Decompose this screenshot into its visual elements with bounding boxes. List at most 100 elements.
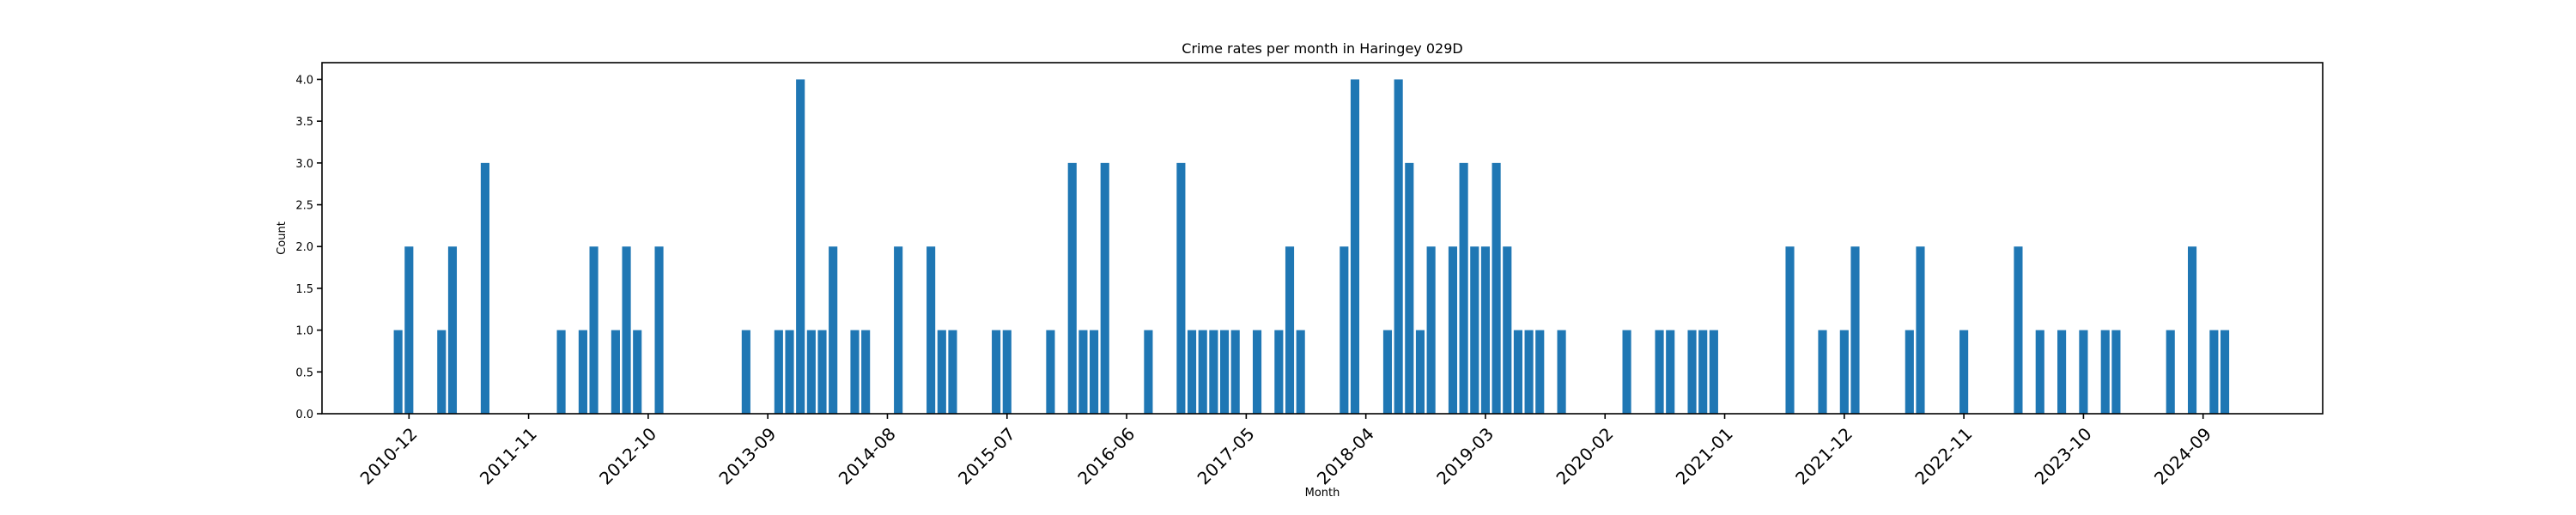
bar-2017-06 bbox=[1252, 330, 1262, 414]
bar-2019-03 bbox=[1480, 246, 1491, 414]
bar-2019-07 bbox=[1524, 330, 1534, 414]
bar-2016-11 bbox=[1176, 162, 1186, 415]
bar-2023-12 bbox=[2100, 330, 2110, 414]
bar-2024-08 bbox=[2187, 246, 2197, 414]
x-tick-label: 2015-07 bbox=[954, 423, 1019, 488]
y-tick-label: 3.5 bbox=[295, 116, 313, 129]
bar-2020-07 bbox=[1655, 330, 1664, 414]
bar-2021-07 bbox=[1785, 246, 1795, 414]
bar-2018-10 bbox=[1426, 246, 1436, 414]
y-axis-label: Count bbox=[276, 221, 289, 255]
bar-2012-09 bbox=[633, 330, 642, 414]
bar-2015-07 bbox=[1002, 330, 1012, 414]
bar-2019-05 bbox=[1503, 246, 1512, 414]
chart-title: Crime rates per month in Haringey 029D bbox=[1182, 40, 1462, 57]
bar-2021-10 bbox=[1818, 330, 1827, 414]
x-tick-label: 2017-05 bbox=[1194, 423, 1259, 488]
bar-2012-11 bbox=[654, 246, 664, 414]
x-tick-label: 2014-08 bbox=[835, 423, 900, 488]
bar-2018-09 bbox=[1415, 330, 1425, 414]
y-tick-label: 0.0 bbox=[295, 409, 313, 421]
bar-2022-06 bbox=[1905, 330, 1914, 414]
bar-2017-08 bbox=[1274, 330, 1284, 414]
y-tick-label: 3.0 bbox=[295, 158, 313, 171]
y-tick-label: 2.0 bbox=[295, 241, 313, 254]
x-tick-label: 2020-02 bbox=[1552, 423, 1617, 488]
x-tick-label: 2016-06 bbox=[1073, 423, 1139, 488]
plot-frame bbox=[321, 62, 2324, 415]
x-tick-label: 2013-09 bbox=[714, 423, 780, 488]
bar-2017-10 bbox=[1296, 330, 1305, 414]
bar-2023-04 bbox=[2014, 246, 2023, 414]
bar-2015-11 bbox=[1046, 330, 1055, 414]
bar-2020-08 bbox=[1666, 330, 1675, 414]
bar-2015-06 bbox=[992, 330, 1001, 414]
bar-2013-07 bbox=[741, 330, 750, 414]
bar-2020-12 bbox=[1709, 330, 1718, 414]
bar-2017-03 bbox=[1219, 330, 1230, 414]
y-tick-label: 1.0 bbox=[295, 325, 313, 338]
bar-2023-10 bbox=[2079, 330, 2088, 414]
bar-2011-04 bbox=[447, 246, 458, 414]
bar-2012-05 bbox=[589, 246, 598, 414]
bar-2012-08 bbox=[622, 246, 631, 414]
bar-2014-06 bbox=[861, 330, 871, 414]
bar-2016-01 bbox=[1067, 162, 1077, 415]
bar-2019-01 bbox=[1459, 162, 1468, 415]
bar-2016-12 bbox=[1187, 330, 1197, 414]
bar-2013-11 bbox=[785, 330, 794, 414]
bar-2020-10 bbox=[1687, 330, 1697, 414]
x-axis-label: Month bbox=[1305, 487, 1340, 500]
bar-2016-08 bbox=[1144, 330, 1153, 414]
y-tick-label: 2.5 bbox=[295, 200, 313, 213]
bar-2014-01 bbox=[806, 330, 816, 414]
bar-2013-12 bbox=[796, 79, 805, 414]
bar-2018-12 bbox=[1448, 246, 1458, 414]
bar-2017-02 bbox=[1209, 330, 1218, 414]
bar-2019-04 bbox=[1492, 162, 1501, 415]
x-tick-label: 2010-12 bbox=[356, 423, 422, 488]
bar-2019-08 bbox=[1535, 330, 1545, 414]
x-tick-label: 2011-11 bbox=[476, 423, 541, 488]
bar-2014-12 bbox=[927, 246, 936, 414]
y-tick-label: 4.0 bbox=[295, 74, 313, 87]
bar-2023-08 bbox=[2057, 330, 2067, 414]
bar-2014-05 bbox=[850, 330, 860, 414]
x-tick-label: 2022-11 bbox=[1911, 423, 1976, 488]
bar-2020-11 bbox=[1698, 330, 1708, 414]
y-tick-label: 1.5 bbox=[295, 283, 313, 296]
bar-2015-01 bbox=[937, 330, 946, 414]
bar-2024-10 bbox=[2209, 330, 2219, 414]
bar-2012-04 bbox=[578, 330, 587, 414]
bar-2017-01 bbox=[1198, 330, 1207, 414]
x-tick-label: 2012-10 bbox=[595, 423, 660, 488]
bar-2018-03 bbox=[1350, 79, 1360, 414]
bar-2022-01 bbox=[1850, 246, 1860, 414]
bar-2020-04 bbox=[1622, 330, 1631, 414]
y-axis: 0.0 0.5 1.0 1.5 2.0 2.5 3.0 3.5 4.0 bbox=[295, 74, 322, 421]
bar-2023-06 bbox=[2035, 330, 2044, 414]
bar-2019-10 bbox=[1557, 330, 1566, 414]
bar-2019-06 bbox=[1513, 330, 1522, 414]
x-tick-label: 2018-04 bbox=[1313, 423, 1378, 488]
bar-2018-08 bbox=[1405, 162, 1414, 415]
bar-2016-02 bbox=[1078, 330, 1088, 414]
bar-2022-07 bbox=[1916, 246, 1925, 414]
bar-2022-11 bbox=[1959, 330, 1969, 414]
bar-2012-02 bbox=[556, 330, 566, 414]
bar-2010-11 bbox=[393, 330, 403, 414]
bar-2024-06 bbox=[2166, 330, 2175, 414]
bar-2011-07 bbox=[480, 162, 490, 415]
bar-2018-06 bbox=[1382, 330, 1393, 414]
bars-group bbox=[393, 79, 2230, 415]
bar-2019-02 bbox=[1470, 246, 1479, 414]
bar-2018-07 bbox=[1394, 79, 1403, 414]
bar-2024-11 bbox=[2220, 330, 2230, 414]
bar-2012-07 bbox=[611, 330, 620, 414]
bar-2014-03 bbox=[829, 246, 838, 414]
x-tick-label: 2024-09 bbox=[2150, 423, 2215, 488]
bar-2017-04 bbox=[1230, 330, 1240, 414]
bar-2024-01 bbox=[2111, 330, 2121, 414]
